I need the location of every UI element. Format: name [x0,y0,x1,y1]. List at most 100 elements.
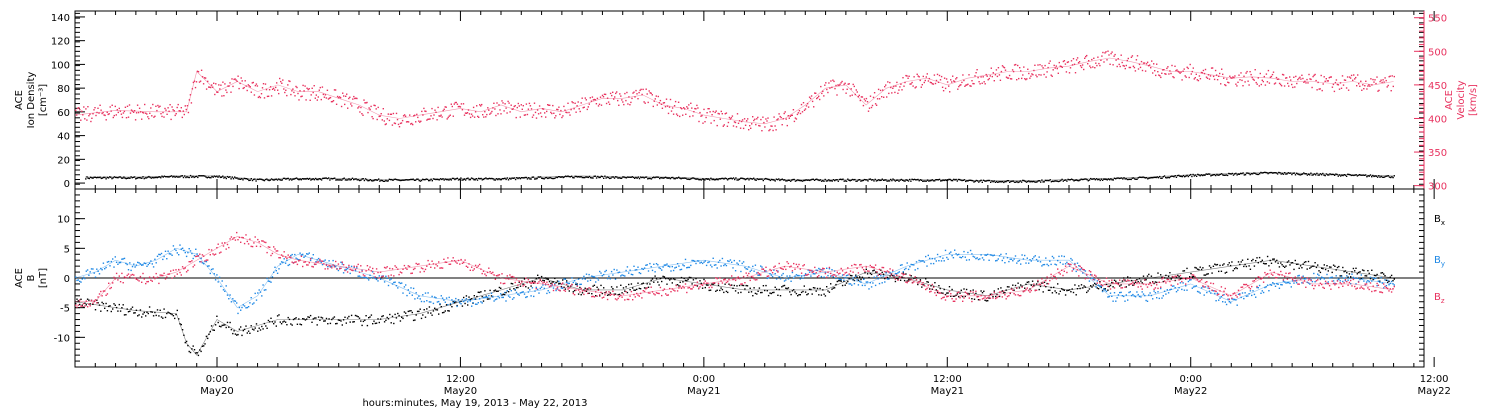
data-point [903,86,904,87]
data-point [466,298,467,299]
data-point [1394,284,1395,285]
data-point [1060,291,1061,292]
data-point [1317,274,1318,275]
data-point [420,121,421,122]
data-point [1156,297,1157,298]
data-point [949,286,950,287]
data-point [284,258,285,259]
data-point [233,300,234,301]
data-point [274,89,275,90]
data-point [1342,175,1343,176]
data-point [422,294,423,295]
data-point [1060,262,1061,263]
data-point [150,107,151,108]
series-trend-bx [75,260,1394,355]
data-point [1354,78,1355,79]
data-point [226,327,227,328]
data-point [1201,269,1202,270]
data-point [512,283,513,284]
data-point [1287,282,1288,283]
data-point [1107,290,1108,291]
data-point [454,103,455,104]
data-point [1314,74,1315,75]
data-point [1022,74,1023,75]
data-point [241,77,242,78]
data-point [85,178,86,179]
data-point [1215,70,1216,71]
data-point [1089,179,1090,180]
data-point [1366,176,1367,177]
data-point [970,250,971,251]
data-point [625,286,626,287]
data-point [1043,291,1044,292]
data-point [1078,180,1079,181]
data-point [1225,85,1226,86]
data-point [384,321,385,322]
data-point [1020,263,1021,264]
data-point [996,260,997,261]
data-point [311,94,312,95]
data-point [375,278,376,279]
data-point [177,310,178,311]
data-point [812,101,813,102]
data-point [483,116,484,117]
data-point [1032,281,1033,282]
data-point [862,277,863,278]
data-point [359,180,360,181]
data-point [1223,263,1224,264]
data-point [1393,86,1394,87]
data-point [1184,176,1185,177]
data-point [1160,178,1161,179]
data-point [587,288,588,289]
y-tick-label: 140 [51,13,70,24]
data-point [332,318,333,319]
data-point [592,177,593,178]
data-point [1337,267,1338,268]
data-point [1217,79,1218,80]
data-point [1041,265,1042,266]
data-point [1223,294,1224,295]
data-point [339,179,340,180]
data-point [882,282,883,283]
data-point [727,126,728,127]
data-point [262,284,263,285]
data-point [928,255,929,256]
data-point [1003,182,1004,183]
data-point [1196,267,1197,268]
data-point [721,111,722,112]
data-point [283,88,284,89]
data-point [653,106,654,107]
data-point [483,297,484,298]
data-point [252,303,253,304]
data-point [588,177,589,178]
data-point [611,271,612,272]
data-point [557,288,558,289]
data-point [1322,268,1323,269]
data-point [645,265,646,266]
data-point [1009,75,1010,76]
data-point [1070,258,1071,259]
data-point [83,277,84,278]
data-point [1230,302,1231,303]
data-point [529,289,530,290]
data-point [165,278,166,279]
data-point [160,274,161,275]
data-point [1240,72,1241,73]
data-point [652,270,653,271]
data-point [937,254,938,255]
data-point [651,280,652,281]
data-point [455,301,456,302]
data-point [381,316,382,317]
data-point [316,179,317,180]
data-point [1388,284,1389,285]
data-point [1008,286,1009,287]
data-point [179,176,180,177]
data-point [473,107,474,108]
data-point [1241,80,1242,81]
data-point [169,104,170,105]
data-point [376,279,377,280]
data-point [826,89,827,90]
data-point [1225,175,1226,176]
data-point [409,293,410,294]
data-point [236,334,237,335]
